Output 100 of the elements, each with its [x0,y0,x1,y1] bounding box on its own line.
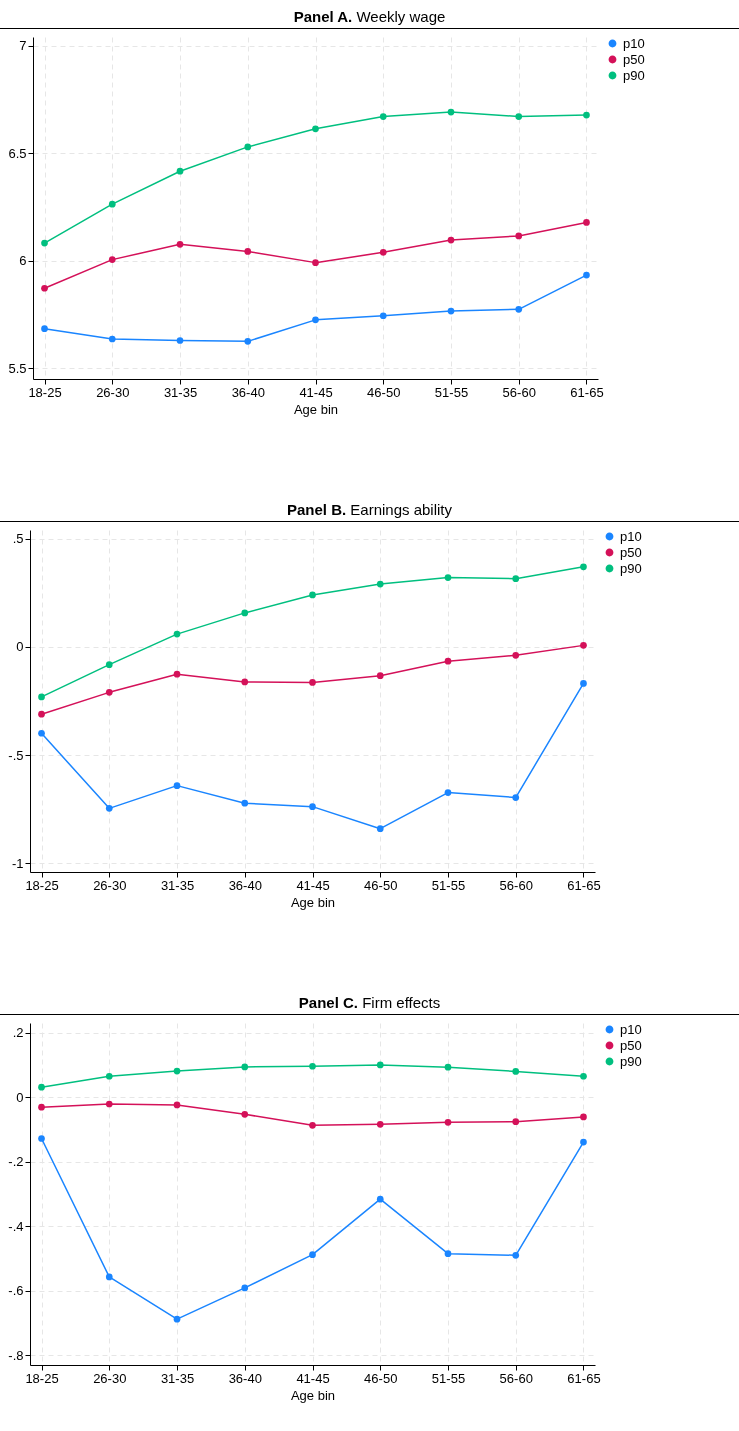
point [379,113,387,120]
x-tick-label: 56-60 [502,384,536,400]
legend-label: p10 [620,1021,642,1037]
x-tick-label: 18-25 [25,1370,59,1386]
point [309,1121,316,1129]
point [512,575,520,583]
y-tick-label: -.8 [8,1347,24,1363]
point [309,1062,316,1070]
legend-label: p90 [623,67,645,83]
legend-label: p50 [620,1037,642,1053]
point [38,1103,45,1111]
point [583,111,590,119]
x-tick-label: 46-50 [364,1370,398,1386]
point [309,679,316,686]
x-tick-label: 31-35 [160,1370,195,1386]
x-tick-label: 41-45 [299,384,333,400]
point [515,113,523,120]
y-tick-label: -.4 [8,1218,24,1234]
point [244,248,252,255]
point [444,574,452,581]
point [108,335,116,343]
point [512,1251,520,1259]
x-tick-label: 56-60 [499,1370,533,1386]
x-tick-label: 51-55 [431,877,466,893]
point [41,325,48,333]
y-tick-label: -.2 [8,1154,24,1170]
point [38,710,45,718]
point [580,1138,587,1146]
point [312,259,319,266]
legend-label: p10 [620,528,642,544]
x-tick-label: 56-60 [499,877,533,893]
point [173,670,181,678]
point [241,1284,249,1292]
point [105,1100,113,1108]
point [580,1072,587,1080]
point [244,338,252,345]
y-tick-label: 5.5 [8,360,27,376]
y-tick-label: 0 [16,1089,24,1105]
point [38,1135,45,1142]
point [38,729,45,737]
x-tick-label: 36-40 [228,1370,262,1386]
point [580,680,587,687]
y-tick-label: -1 [11,855,24,871]
point [444,657,452,665]
x-tick-label: 46-50 [367,384,401,400]
legend-label: p90 [620,560,642,576]
y-tick-label: -.6 [8,1283,24,1299]
y-tick-label: 0 [16,639,24,655]
point [583,271,590,279]
point [379,248,387,256]
point [176,241,184,248]
x-axis-title: Age bin [290,894,336,910]
y-tick-label: -.5 [8,747,24,763]
x-tick-label: 31-35 [163,384,198,400]
point [241,799,249,807]
point [176,337,184,344]
point [515,232,523,240]
x-tick-label: 31-35 [160,877,195,893]
legend-label: p50 [620,544,642,560]
point [580,642,587,649]
x-tick-label: 26-30 [93,877,127,893]
point [241,609,249,617]
legend-label: p10 [623,35,645,51]
point [38,693,45,701]
chart-title: Panel A. Weekly wage [0,8,739,29]
point [108,200,116,208]
y-tick-label: 6 [19,253,27,269]
point [173,782,181,789]
point [376,825,384,833]
point [376,672,384,680]
y-tick-label: 6.5 [8,145,27,161]
point [241,1063,249,1071]
x-tick-label: 41-45 [296,877,330,893]
x-tick-label: 61-65 [567,877,601,893]
point [309,803,316,810]
point [38,1083,45,1091]
point [376,1120,384,1128]
point [176,167,184,175]
point [312,125,319,133]
x-tick-label: 46-50 [364,877,398,893]
chart-title: Panel B. Earnings ability [0,501,739,522]
point [41,284,48,292]
point [376,580,384,588]
point [580,563,587,571]
point [173,1067,181,1075]
point [173,1315,181,1323]
x-tick-label: 36-40 [231,384,265,400]
point [105,688,113,696]
x-tick-label: 18-25 [25,877,59,893]
point [512,1068,520,1075]
point [173,630,181,638]
point [312,316,319,324]
x-tick-label: 26-30 [93,1370,127,1386]
point [376,1195,384,1203]
point [444,1119,452,1126]
point [580,1113,587,1121]
point [309,1251,316,1258]
legend-label: p90 [620,1053,642,1069]
point [41,239,48,247]
point [583,219,590,226]
